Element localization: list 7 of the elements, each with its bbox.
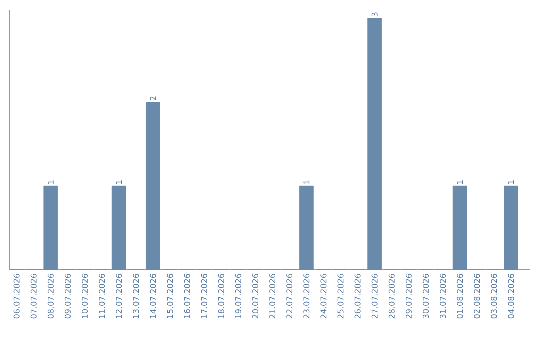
bar: [368, 18, 382, 270]
bar: [299, 186, 314, 270]
bar: [44, 186, 58, 270]
bar: [146, 102, 160, 270]
bar: [452, 186, 468, 270]
bar: [112, 186, 126, 270]
bar: [504, 186, 518, 270]
